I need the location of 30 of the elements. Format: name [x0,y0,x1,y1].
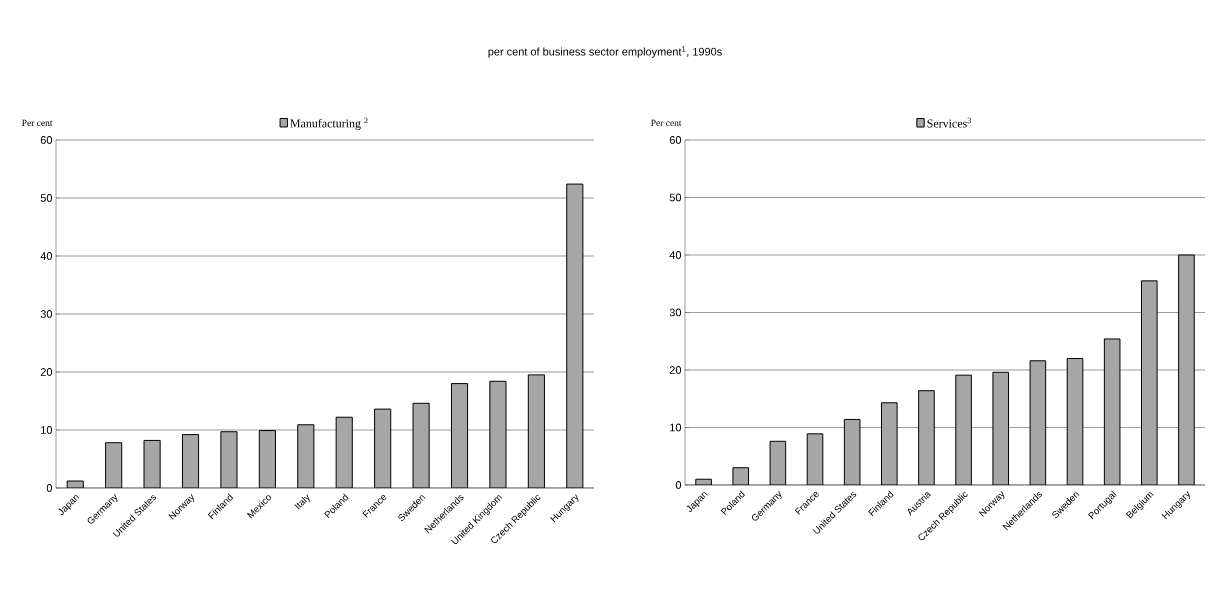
chart-title: per cent of business sector employment$^{1}$, 1990s [488,46,722,58]
bar [258,430,276,488]
bar [527,374,545,488]
bar [181,434,200,488]
y-tick-label: 20 [40,368,53,376]
y-tick-label: 30 [669,308,682,317]
y-tick-label: 10 [670,423,682,432]
y-tick-label: 40 [40,252,53,260]
y-tick-label: 0 [675,481,682,489]
y-tick-label: 0 [46,484,53,492]
y-tick-label: 50 [669,193,682,202]
y-tick-label: 40 [669,251,682,259]
legend-label: Manufacturing $^{2}$ [290,117,368,130]
y-tick-label: 30 [40,310,53,318]
x-tick-label: Italy [294,494,310,510]
bar [374,408,392,488]
bar [105,442,123,488]
y-tick-label: 50 [40,194,53,202]
legend-label: Services$^{3}$ [927,117,971,128]
y-tick-label: 60 [40,136,53,144]
bar [335,416,353,488]
bar [450,383,469,488]
bar [566,183,584,488]
y-axis-title: Per cent [22,119,53,127]
bar [297,424,315,488]
bar [412,402,430,488]
y-axis-title: Per cent [651,119,682,127]
y-tick-label: 10 [41,426,53,434]
y-tick-label: 60 [669,136,682,144]
y-tick-label: 20 [669,366,682,374]
